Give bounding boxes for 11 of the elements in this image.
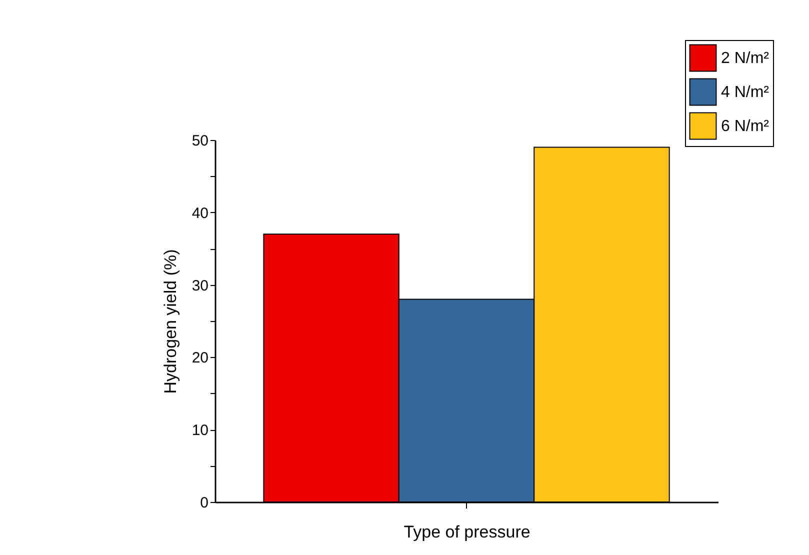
legend-label: 2 N/m² bbox=[721, 50, 770, 67]
y-tick-label: 30 bbox=[192, 277, 208, 294]
y-tick-label: 10 bbox=[192, 422, 208, 440]
y-tick-label: 20 bbox=[192, 350, 208, 367]
legend-label: 4 N/m² bbox=[721, 84, 770, 101]
x-axis-title: Type of pressure bbox=[404, 522, 530, 542]
y-axis-title: Hydrogen yield (%) bbox=[160, 249, 180, 394]
y-tick-label: 0 bbox=[200, 494, 208, 512]
legend-label: 6 N/m² bbox=[721, 118, 770, 135]
y-tick-label: 40 bbox=[192, 204, 208, 222]
y-tick-label: 50 bbox=[192, 132, 208, 150]
